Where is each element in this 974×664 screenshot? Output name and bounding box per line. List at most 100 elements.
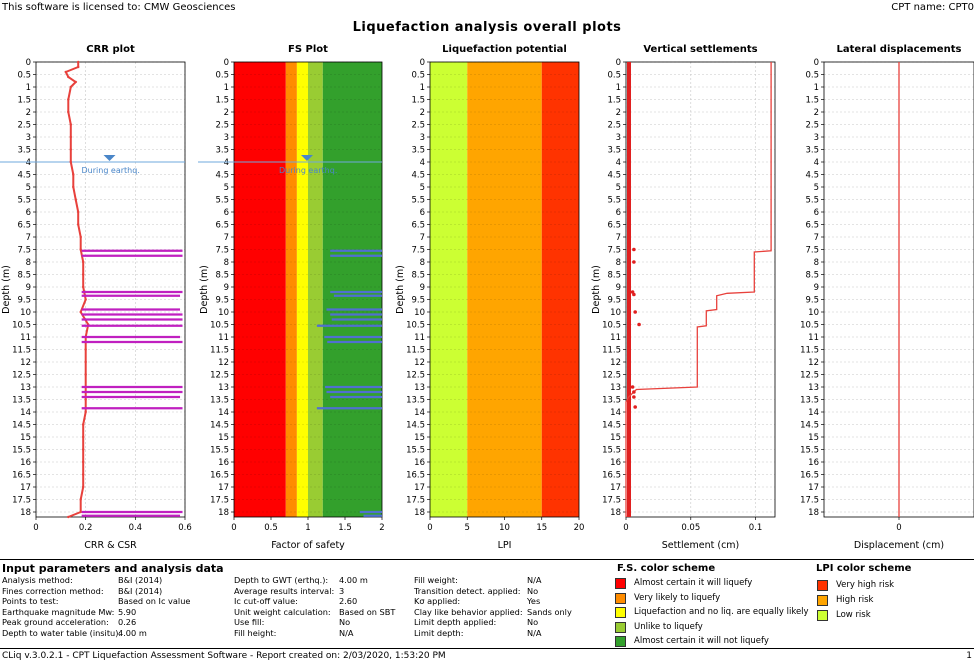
x-tick-label: 15 — [536, 523, 547, 533]
depth-tick-label: 4.5 — [215, 171, 229, 181]
x-tick-label: 0 — [896, 523, 901, 533]
depth-tick-label: 5 — [814, 183, 819, 193]
depth-tick-label: 7 — [616, 233, 621, 243]
depth-tick-label: 2.5 — [17, 121, 31, 131]
depth-tick-label: 4.5 — [411, 171, 425, 181]
depth-tick-label: 16 — [20, 458, 31, 468]
depth-tick-label: 15 — [218, 433, 229, 443]
settlement-layer-bar — [627, 62, 631, 517]
depth-tick-label: 9 — [26, 283, 31, 293]
plot-frame — [233, 61, 383, 518]
depth-tick-label: 0.5 — [215, 71, 229, 81]
crr-point — [69, 148, 72, 151]
depth-tick-label: 13.5 — [602, 396, 621, 406]
depth-tick-label: 0 — [420, 58, 425, 68]
water-table-marker — [301, 155, 313, 161]
param-label: Depth to GWT (erthq.): — [234, 575, 329, 585]
plot-frame — [625, 61, 776, 518]
water-table-label: During earthq. — [82, 166, 140, 175]
depth-tick-label: 0.5 — [411, 71, 425, 81]
depth-tick-label: 15.5 — [210, 446, 229, 456]
legend-label: Liquefaction and no liq. are equally lik… — [634, 607, 809, 617]
x-axis-label: LPI — [498, 540, 512, 551]
depth-tick-label: 10 — [218, 308, 229, 318]
panel-5: 00.511.522.533.544.555.566.577.588.599.5… — [800, 44, 974, 551]
depth-tick-label: 17.5 — [800, 496, 819, 506]
crr-point — [69, 160, 72, 164]
depth-tick-label: 5.5 — [411, 196, 425, 206]
settlement-point — [632, 247, 636, 252]
depth-tick-label: 12 — [610, 358, 621, 368]
depth-tick-label: 8.5 — [411, 271, 425, 281]
depth-tick-label: 6 — [26, 208, 31, 218]
depth-tick-label: 5 — [26, 183, 31, 193]
depth-tick-label: 9.5 — [805, 296, 819, 306]
depth-tick-label: 7.5 — [17, 246, 31, 256]
depth-tick-label: 2 — [26, 108, 31, 118]
x-tick-label: 0 — [231, 523, 236, 533]
depth-tick-label: 4.5 — [805, 171, 819, 181]
legend-label: Very high risk — [836, 580, 895, 590]
panel-1: 00.511.522.533.544.555.566.577.588.599.5… — [0, 44, 192, 551]
depth-tick-label: 7.5 — [805, 246, 819, 256]
legend-swatch — [615, 592, 626, 604]
settlement-line — [625, 62, 772, 517]
depth-tick-label: 12.5 — [602, 371, 621, 381]
cpt-name: CPT name: CPT0 — [891, 2, 974, 13]
panel-2: 00.511.522.533.544.555.566.577.588.599.5… — [198, 44, 385, 551]
param-value: Sands only — [527, 606, 572, 617]
plot-title: Lateral displacements — [837, 44, 962, 55]
depth-tick-label: 14 — [20, 408, 31, 418]
param-label: Earthquake magnitude Mw: — [2, 606, 115, 617]
depth-tick-label: 16.5 — [12, 471, 31, 481]
param-label: Points to test: — [2, 596, 59, 607]
x-tick-label: 5 — [465, 523, 470, 533]
crr-point — [77, 223, 80, 226]
zone-5 — [322, 62, 382, 517]
settlement-point — [633, 310, 637, 314]
depth-tick-label: 6 — [616, 208, 621, 218]
crr-point — [77, 60, 80, 64]
zone-4 — [308, 62, 323, 517]
lpi-legend-title: LPI color scheme — [816, 563, 912, 574]
legend-swatch — [615, 607, 626, 618]
depth-tick-label: 9 — [420, 283, 425, 293]
section-divider — [0, 559, 974, 560]
param-label: Depth to water table (insitu): — [2, 628, 122, 638]
depth-tick-label: 15.5 — [406, 446, 425, 456]
depth-tick-label: 8.5 — [17, 271, 31, 281]
x-axis-label: Settlement (cm) — [662, 540, 740, 551]
depth-tick-label: 10.5 — [800, 321, 819, 331]
y-axis-label: Depth (m) — [1, 265, 12, 314]
param-label: Fill weight: — [414, 575, 458, 585]
crr-point — [81, 435, 85, 439]
depth-tick-label: 4 — [224, 158, 229, 168]
depth-tick-label: 0 — [26, 58, 31, 68]
depth-tick-label: 16.5 — [800, 471, 819, 481]
x-tick-label: 10 — [499, 523, 510, 533]
depth-tick-label: 12.5 — [406, 371, 425, 381]
depth-tick-label: 3 — [224, 133, 229, 143]
depth-tick-label: 13.5 — [12, 396, 31, 406]
depth-tick-label: 11.5 — [406, 346, 425, 356]
crr-point — [69, 123, 72, 126]
depth-tick-label: 18 — [20, 508, 31, 518]
legend-label: Low risk — [836, 610, 871, 620]
depth-tick-label: 2 — [814, 108, 819, 118]
depth-tick-label: 1 — [814, 83, 819, 93]
depth-tick-label: 13 — [808, 383, 819, 393]
settlement-point — [632, 395, 636, 399]
crr-point — [81, 473, 85, 476]
param-label: Transition detect. applied: — [414, 585, 521, 596]
depth-tick-label: 7.5 — [215, 246, 229, 256]
depth-tick-label: 15 — [414, 433, 425, 443]
legend-swatch — [817, 580, 828, 591]
depth-tick-label: 9 — [224, 283, 229, 293]
zone-1 — [234, 62, 286, 517]
plot-title: Vertical settlements — [643, 44, 757, 55]
crr-point — [84, 398, 87, 401]
param-value: 4.00 m — [339, 575, 368, 585]
depth-tick-label: 3 — [814, 133, 819, 143]
report-title: Liquefaction analysis overall plots — [352, 20, 622, 35]
depth-tick-label: 6.5 — [411, 221, 425, 231]
